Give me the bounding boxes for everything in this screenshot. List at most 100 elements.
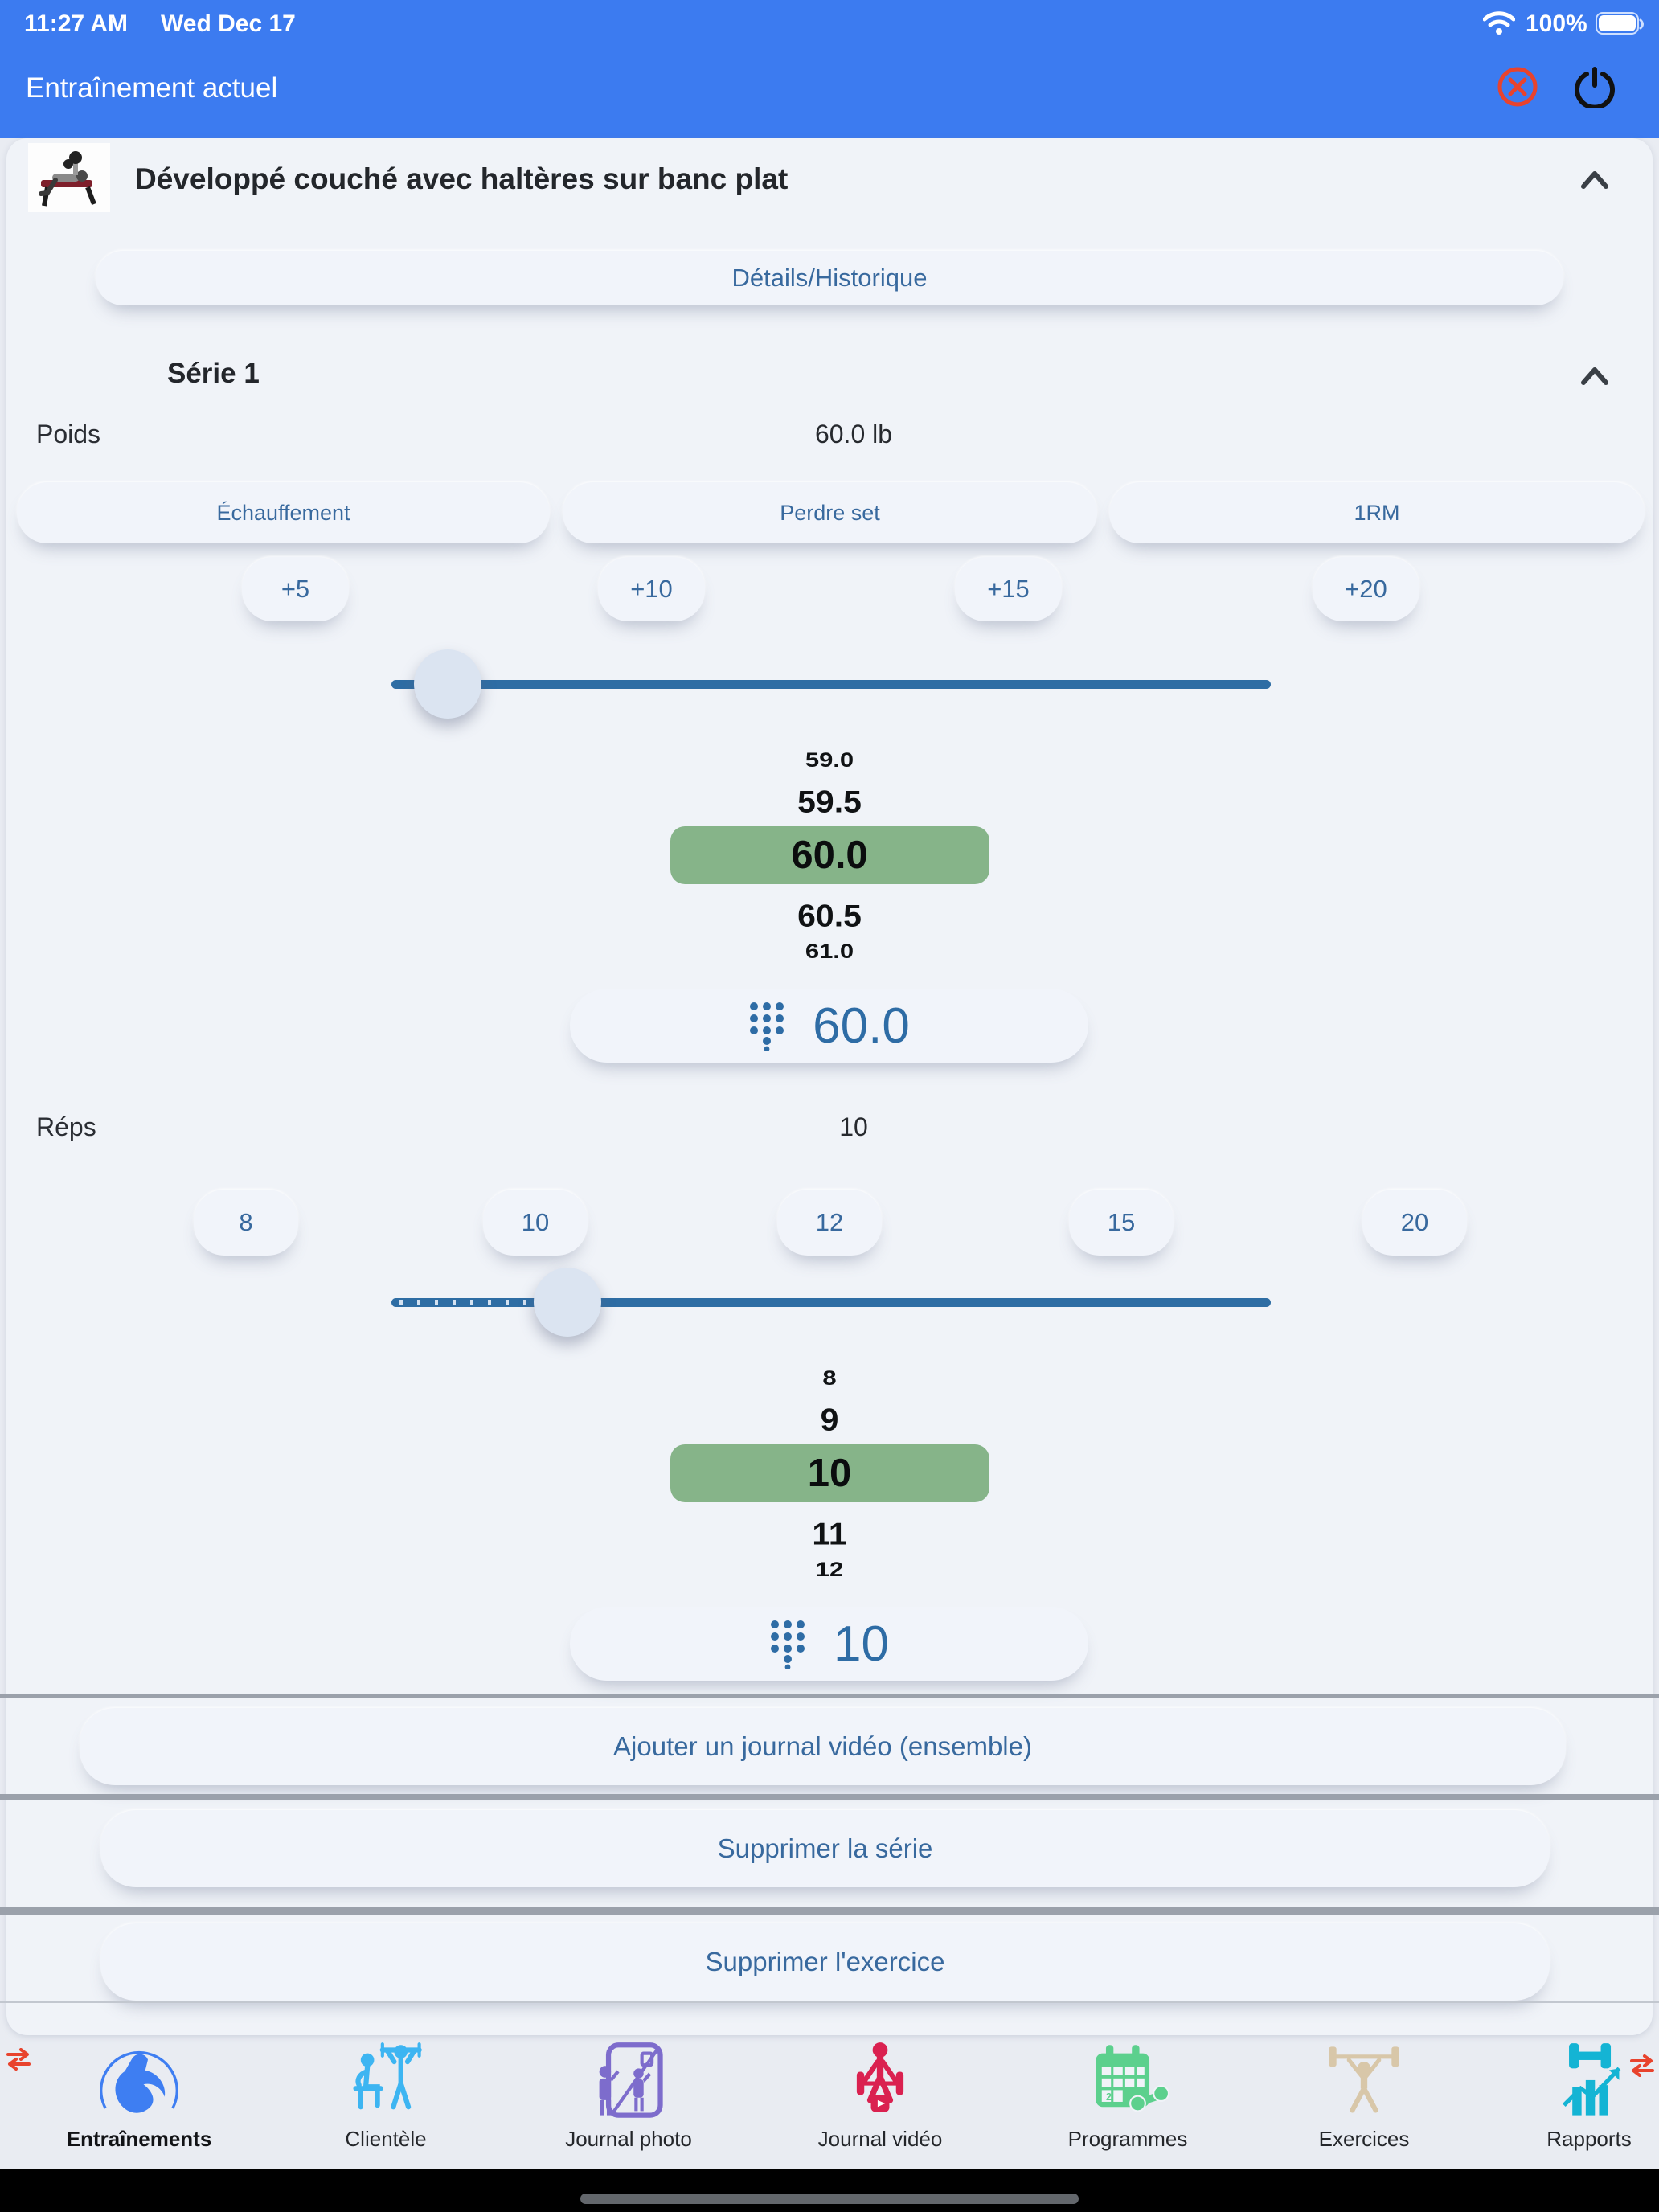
tab-exercices[interactable]: Exercices	[1268, 2040, 1460, 2161]
weight-picker-selected-value: 60.0	[791, 834, 868, 877]
separator	[0, 1907, 1659, 1915]
tab-clientele[interactable]: Clientèle	[289, 2040, 482, 2161]
reps-picker-item[interactable]: 12	[815, 1558, 844, 1581]
tab-label: Rapports	[1546, 2127, 1632, 2151]
weight-plus-15-label: +15	[987, 575, 1030, 603]
weight-plus-15-button[interactable]: +15	[955, 557, 1062, 621]
tab-programmes[interactable]: 2 Programmes	[1031, 2040, 1224, 2161]
reps-picker-item[interactable]: 8	[822, 1366, 837, 1390]
delete-set-label: Supprimer la série	[717, 1833, 933, 1863]
reps-quick-20-label: 20	[1400, 1208, 1429, 1236]
weight-picker-item[interactable]: 61.0	[805, 940, 854, 963]
reps-quick-15-label: 15	[1107, 1208, 1136, 1236]
nav-bar: Entraînement actuel	[0, 48, 1659, 138]
collapse-exercise-chevron-up-icon[interactable]	[1577, 166, 1612, 191]
swap-arrows-icon	[1630, 2054, 1654, 2077]
reps-label: Réps	[36, 1112, 96, 1141]
status-date: Wed Dec 17	[161, 10, 296, 37]
delete-exercise-label: Supprimer l'exercice	[705, 1947, 945, 1976]
tab-label: Journal photo	[565, 2127, 692, 2151]
weight-current-value: 60.0 lb	[814, 420, 893, 449]
one-rep-max-label: 1RM	[1354, 500, 1400, 525]
reps-picker-selected-value: 10	[807, 1452, 852, 1495]
separator	[0, 2001, 1659, 2003]
reps-quick-20-button[interactable]: 20	[1362, 1190, 1467, 1256]
reps-picker-item[interactable]: 9	[820, 1402, 839, 1437]
tab-photo-journal[interactable]: Journal photo	[532, 2040, 725, 2161]
status-bar: 11:27 AM Wed Dec 17 100%	[0, 0, 1659, 48]
battery-percent: 100%	[1526, 10, 1587, 37]
weight-plus-5-button[interactable]: +5	[242, 557, 349, 621]
reps-current-value: 10	[839, 1112, 868, 1141]
reps-quick-10-label: 10	[521, 1208, 550, 1236]
reps-slider-thumb[interactable]	[534, 1268, 601, 1337]
tab-label: Exercices	[1318, 2127, 1410, 2151]
photo-journal-icon	[584, 2040, 673, 2124]
separator	[0, 1794, 1659, 1800]
reps-quick-8-button[interactable]: 8	[194, 1190, 298, 1256]
weight-plus-20-label: +20	[1345, 575, 1387, 603]
reps-quick-12-button[interactable]: 12	[777, 1190, 882, 1256]
report-chart-icon	[1545, 2040, 1633, 2124]
reps-picker-item[interactable]: 11	[812, 1516, 847, 1551]
calendar-dumbbell-icon: 2	[1083, 2040, 1172, 2124]
reps-quick-15-button[interactable]: 15	[1069, 1190, 1174, 1256]
weight-plus-20-button[interactable]: +20	[1313, 557, 1419, 621]
reps-slider-ticks	[399, 1300, 560, 1305]
weight-input-value: 60.0	[813, 997, 910, 1054]
home-indicator[interactable]	[580, 2194, 1079, 2204]
weight-picker-item[interactable]: 60.5	[797, 898, 862, 933]
add-video-log-label: Ajouter un journal vidéo (ensemble)	[613, 1731, 1032, 1761]
power-icon[interactable]	[1574, 66, 1616, 108]
clients-icon	[342, 2040, 430, 2124]
reps-slider-track[interactable]	[391, 1298, 1271, 1307]
bottom-system-bar	[0, 2169, 1659, 2212]
drop-set-label: Perdre set	[780, 500, 880, 525]
one-rep-max-button[interactable]: 1RM	[1109, 482, 1645, 543]
weight-keypad-input[interactable]: 60.0	[570, 989, 1088, 1063]
tab-label: Clientèle	[345, 2127, 427, 2151]
reps-quick-8-label: 8	[239, 1208, 253, 1236]
weight-picker-selected-pill[interactable]	[670, 826, 989, 884]
tab-entrainements[interactable]: Entraînements	[43, 2040, 236, 2161]
reps-quick-12-label: 12	[815, 1208, 844, 1236]
collapse-set-chevron-up-icon[interactable]	[1577, 362, 1612, 387]
weight-picker-item[interactable]: 59.0	[805, 748, 854, 772]
weight-slider-track[interactable]	[391, 680, 1271, 689]
warmup-set-label: Échauffement	[216, 500, 350, 525]
tab-label: Entraînements	[66, 2127, 212, 2151]
set-title: Série 1	[167, 358, 260, 389]
weight-plus-5-label: +5	[281, 575, 310, 603]
drop-set-button[interactable]: Perdre set	[563, 482, 1097, 543]
svg-text:2: 2	[1106, 2091, 1112, 2103]
page-title: Entraînement actuel	[26, 72, 278, 104]
wifi-icon	[1483, 11, 1515, 35]
tab-label: Programmes	[1067, 2127, 1188, 2151]
reps-keypad-input[interactable]: 10	[570, 1607, 1088, 1681]
exercise-name: Développé couché avec haltères sur banc …	[135, 162, 789, 195]
close-circle-icon[interactable]	[1497, 66, 1538, 108]
weight-picker-item[interactable]: 59.5	[797, 784, 862, 819]
video-journal-icon	[836, 2040, 924, 2124]
overhead-press-icon	[1320, 2040, 1408, 2124]
weight-plus-10-button[interactable]: +10	[598, 557, 705, 621]
battery-icon	[1596, 12, 1644, 35]
reps-picker-selected-pill[interactable]	[670, 1444, 989, 1502]
reps-input-value: 10	[834, 1616, 889, 1672]
details-history-label: Détails/Historique	[731, 264, 928, 292]
add-video-log-button[interactable]: Ajouter un journal vidéo (ensemble)	[80, 1708, 1566, 1785]
tab-video-journal[interactable]: Journal vidéo	[784, 2040, 977, 2161]
delete-set-button[interactable]: Supprimer la série	[100, 1810, 1550, 1887]
warmup-set-button[interactable]: Échauffement	[17, 482, 550, 543]
keypad-icon	[750, 1002, 784, 1051]
tab-label: Journal vidéo	[817, 2127, 943, 2151]
bench-press-illustration	[28, 143, 110, 212]
delete-exercise-button[interactable]: Supprimer l'exercice	[100, 1923, 1550, 2001]
weight-label: Poids	[36, 420, 101, 449]
reps-quick-10-button[interactable]: 10	[483, 1190, 588, 1256]
status-time: 11:27 AM	[24, 10, 128, 37]
bicep-icon	[95, 2040, 183, 2124]
details-history-button[interactable]: Détails/Historique	[96, 251, 1563, 305]
weight-slider-thumb[interactable]	[414, 649, 481, 719]
tab-rapports[interactable]: Rapports	[1493, 2040, 1659, 2161]
